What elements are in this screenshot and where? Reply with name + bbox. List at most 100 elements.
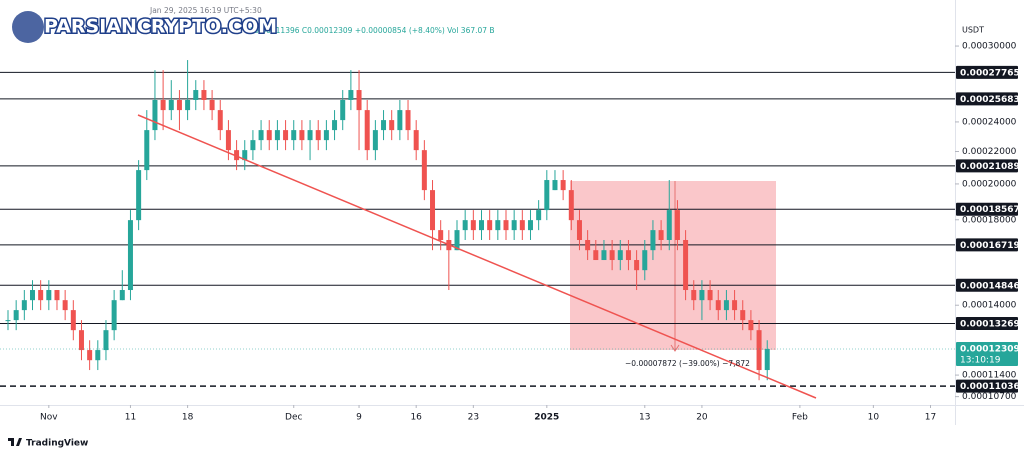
y-tick-label: 0.00020000 xyxy=(962,179,1017,189)
level-tag xyxy=(956,238,1018,252)
level-tag xyxy=(956,202,1018,216)
candle-body xyxy=(756,330,762,371)
candle-body xyxy=(495,220,501,231)
candle-body xyxy=(103,330,109,351)
x-tick-label: Dec xyxy=(285,413,302,423)
candle-body xyxy=(225,130,231,151)
candle-body xyxy=(209,99,215,111)
candle-body xyxy=(283,130,289,141)
candle-body xyxy=(462,220,468,231)
trendline xyxy=(137,114,817,399)
candle-body xyxy=(21,300,27,311)
candle-body xyxy=(470,220,476,231)
watermark: PARSIANCRYPTO.COM xyxy=(12,11,279,43)
candle-body xyxy=(185,99,191,111)
candle-body xyxy=(250,140,256,151)
candle-body xyxy=(266,130,272,141)
candle-body xyxy=(397,110,403,131)
level-tag xyxy=(956,65,1018,79)
candle-body xyxy=(299,130,305,141)
watermark-icon xyxy=(12,11,44,43)
x-tick-label: 23 xyxy=(468,413,479,423)
candle-body xyxy=(258,130,264,141)
candle-body xyxy=(609,250,615,261)
candle-body xyxy=(136,170,142,221)
candle-body xyxy=(487,220,493,231)
candle-body xyxy=(642,250,648,271)
candle-body xyxy=(454,230,460,251)
candle-body xyxy=(527,220,533,231)
candle-body xyxy=(560,180,566,191)
candle-body xyxy=(201,90,207,100)
candle-body xyxy=(291,130,297,141)
candle-body xyxy=(46,290,52,301)
x-tick-label: Nov xyxy=(40,413,58,423)
candle-body xyxy=(381,120,387,131)
last-price-label: 0.00012309 xyxy=(960,344,1020,354)
candle-body xyxy=(625,250,631,261)
x-tick-label: 18 xyxy=(182,413,194,423)
x-tick-label: 13 xyxy=(639,413,650,423)
candle-body xyxy=(87,350,93,361)
candle-body xyxy=(732,300,738,311)
logo-icon xyxy=(8,438,22,446)
candle-body xyxy=(38,290,44,301)
candle-body xyxy=(740,310,746,321)
candle-body xyxy=(438,230,444,240)
candle-body xyxy=(544,180,550,211)
header-date: Jan 29, 2025 16:19 UTC+5:30 xyxy=(149,6,262,15)
candle-body xyxy=(389,120,395,131)
logo-text: TradingView xyxy=(26,439,88,449)
candle-body xyxy=(168,99,174,111)
candle-body xyxy=(356,90,362,111)
candle-body xyxy=(715,300,721,311)
countdown: 13:10:19 xyxy=(960,355,1001,365)
y-tick-label: 0.00018000 xyxy=(962,215,1017,225)
candle-body xyxy=(764,348,770,371)
candle-body xyxy=(95,350,101,361)
level-label: 0.00018567 xyxy=(960,205,1020,215)
candle-body xyxy=(111,300,117,331)
level-label: 0.00021089 xyxy=(960,162,1020,172)
candle-body xyxy=(601,250,607,261)
candle-body xyxy=(242,150,248,161)
x-tick-label: 16 xyxy=(410,413,422,423)
last-price-tag xyxy=(956,341,1018,366)
candle-body xyxy=(176,99,182,111)
candle-body xyxy=(658,230,664,240)
candle-body xyxy=(127,220,133,291)
level-label: 0.00016719 xyxy=(960,241,1020,251)
candle-body xyxy=(674,210,680,240)
level-tag xyxy=(956,92,1018,106)
measure-label: −0.00007872 (−39.00%) −7,872 xyxy=(625,359,750,368)
candle-body xyxy=(13,310,19,321)
candle-body xyxy=(364,110,370,151)
candle-body xyxy=(666,210,672,240)
candle-body xyxy=(691,290,697,301)
candle-body xyxy=(723,300,729,311)
candle-body xyxy=(323,130,329,141)
candle-body xyxy=(479,220,484,231)
x-tick-label: 2025 xyxy=(534,413,559,423)
candle-body xyxy=(340,99,346,121)
candle-body xyxy=(568,190,574,221)
candle-body xyxy=(650,230,656,251)
level-tag xyxy=(956,316,1018,330)
candle-body xyxy=(78,330,84,351)
candle-body xyxy=(511,220,517,231)
support-tag xyxy=(956,379,1018,393)
measure-arrow xyxy=(670,344,680,352)
candle-body xyxy=(634,260,640,271)
candle-body xyxy=(234,150,240,161)
candle-body xyxy=(421,150,427,191)
candle-body xyxy=(70,310,76,331)
x-tick-label: 11 xyxy=(125,413,136,423)
candle-body xyxy=(617,250,623,261)
y-tick-label: 0.00030000 xyxy=(962,42,1017,52)
candle-body xyxy=(430,190,436,231)
level-tag xyxy=(956,278,1018,292)
candle-body xyxy=(576,220,582,240)
tradingview-logo: TradingView xyxy=(8,438,88,449)
candle-body xyxy=(536,210,542,221)
